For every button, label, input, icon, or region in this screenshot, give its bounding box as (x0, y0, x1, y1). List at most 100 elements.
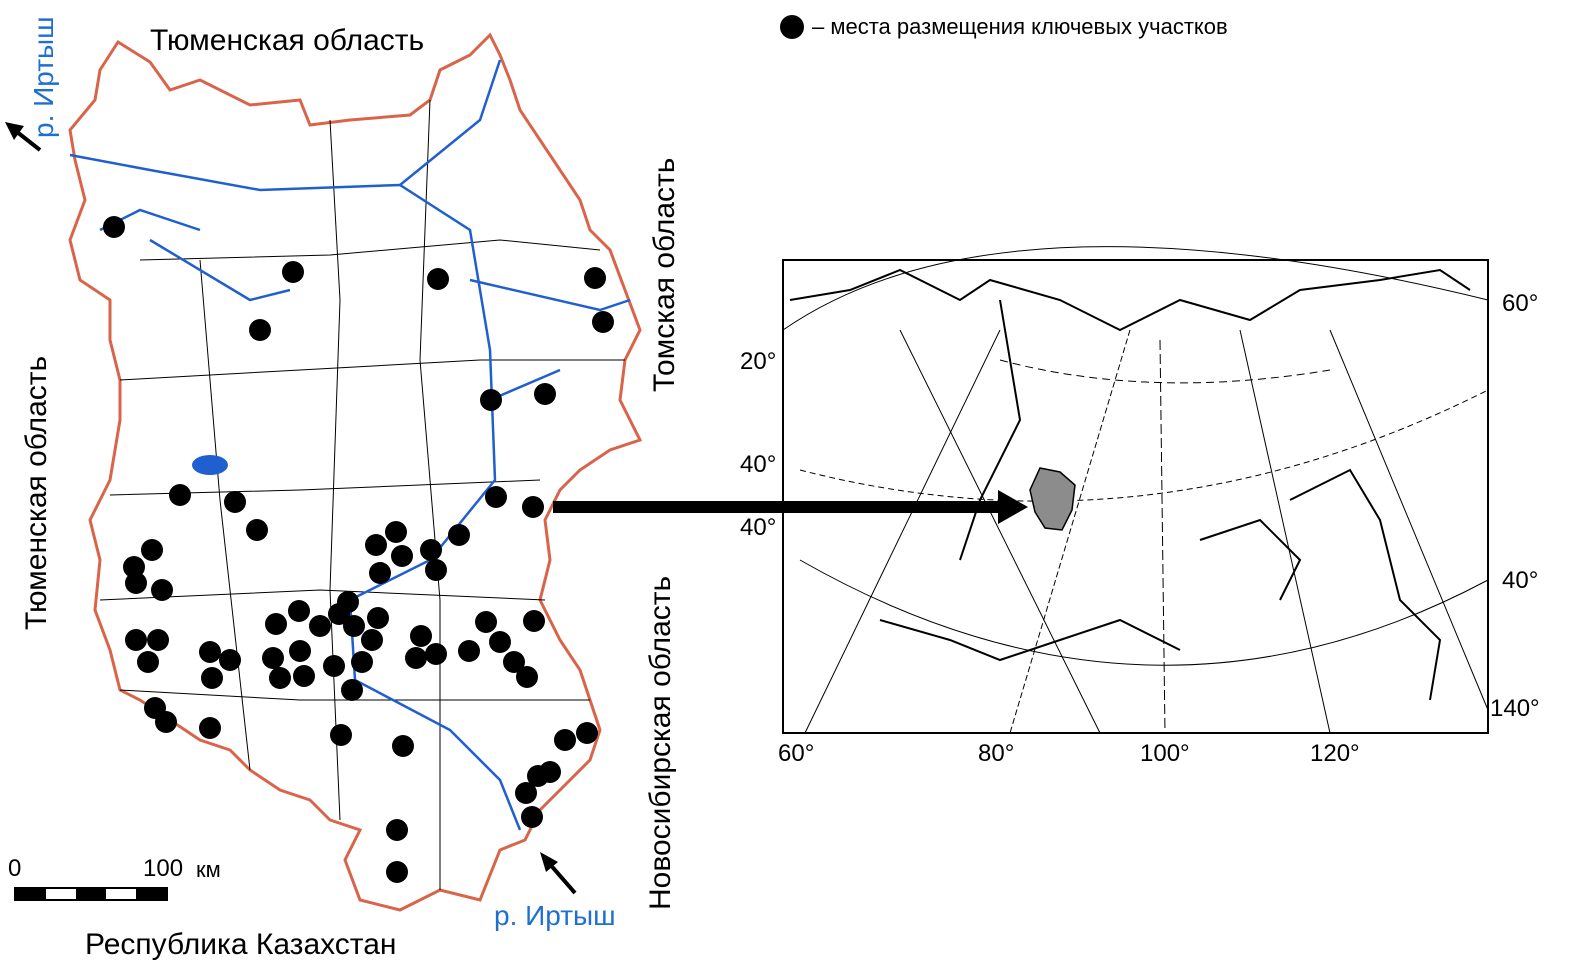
key-site-marker (137, 651, 159, 673)
graticule-line (804, 329, 1001, 734)
district-border (199, 259, 251, 771)
key-site-marker (224, 491, 246, 513)
label-tomsk: Томская область (648, 157, 681, 392)
inset-lat-right-1: 60° (1502, 290, 1539, 317)
key-site-marker (489, 631, 511, 653)
river (149, 238, 291, 302)
key-site-marker (516, 666, 538, 688)
graticule-line (1159, 339, 1166, 734)
key-site-marker (391, 545, 413, 567)
key-site-marker (576, 722, 598, 744)
key-site-marker (386, 861, 408, 883)
inset-lat-right-2: 40° (1502, 567, 1539, 594)
key-site-marker (480, 389, 502, 411)
key-site-marker (125, 629, 147, 651)
key-site-marker (343, 615, 365, 637)
coastline (1289, 468, 1442, 701)
inset-lat-left-2: 40° (740, 451, 777, 478)
scale-unit: км (196, 857, 221, 882)
graticule-line (799, 389, 1489, 502)
key-site-marker (265, 613, 287, 635)
key-site-marker (125, 572, 147, 594)
key-site-marker (385, 521, 407, 543)
key-site-marker (199, 641, 221, 663)
key-site-marker (219, 649, 241, 671)
scale-end: 100 (143, 855, 184, 882)
location-arrow (553, 501, 1001, 513)
key-site-marker (425, 643, 447, 665)
district-border (139, 239, 601, 261)
key-site-marker (282, 261, 304, 283)
key-site-marker (123, 556, 145, 578)
river (69, 153, 522, 831)
coastline (959, 299, 1022, 561)
arrow-head-icon (540, 852, 558, 872)
key-site-marker (539, 761, 561, 783)
key-site-marker (169, 484, 191, 506)
key-site-marker (522, 496, 544, 518)
inset-lon-bottom-1: 60° (778, 740, 815, 767)
label-tyumen-west: Тюменская область (20, 355, 53, 630)
key-site-marker (485, 486, 507, 508)
omsk-region-highlight (1029, 467, 1076, 531)
label-tyumen-north: Тюменская область (150, 24, 425, 57)
irtysh-south-arrow (546, 860, 577, 895)
key-site-marker (386, 819, 408, 841)
key-site-marker (249, 319, 271, 341)
key-site-marker (309, 615, 331, 637)
district-border (419, 99, 441, 890)
graticule-line (1329, 329, 1489, 711)
key-site-marker (405, 647, 427, 669)
key-site-marker (410, 625, 432, 647)
key-site-marker (367, 607, 389, 629)
key-site-marker (554, 729, 576, 751)
graticule-line (899, 329, 1101, 734)
arrow-head-icon (998, 490, 1028, 524)
river (399, 59, 502, 186)
graticule-line (1009, 329, 1131, 734)
legend: – места размещения ключевых участков (780, 14, 1228, 40)
key-site-marker (103, 216, 125, 238)
key-site-marker (503, 651, 525, 673)
coastline (879, 618, 1181, 662)
key-site-marker (448, 524, 470, 546)
label-kazakhstan: Республика Казахстан (85, 928, 397, 961)
key-site-marker (427, 268, 449, 290)
key-site-marker (289, 640, 311, 662)
inset-lat-left-1: 20° (740, 348, 777, 375)
omsk-region-map (5, 32, 643, 912)
key-site-marker (269, 667, 291, 689)
key-site-marker (341, 679, 363, 701)
key-site-marker (351, 651, 373, 673)
key-site-marker (515, 782, 537, 804)
inset-lat-left-3: 40° (740, 514, 777, 541)
key-site-marker (199, 717, 221, 739)
key-site-marker (369, 562, 391, 584)
legend-text: – места размещения ключевых участков (812, 14, 1228, 39)
scale-zero: 0 (8, 855, 22, 882)
key-site-marker (201, 667, 223, 689)
arrow-head-icon (5, 122, 24, 140)
key-site-marker (592, 311, 614, 333)
coastline (1199, 518, 1302, 601)
key-site-marker (330, 724, 352, 746)
legend-dot-icon (780, 15, 804, 39)
key-site-marker (323, 655, 345, 677)
key-site-marker (151, 579, 173, 601)
inset-lon-right-3: 140° (1490, 695, 1540, 722)
key-site-marker (147, 629, 169, 651)
key-site-marker (155, 711, 177, 733)
key-site-marker (458, 640, 480, 662)
key-site-marker (392, 735, 414, 757)
key-site-marker (475, 611, 497, 633)
key-site-marker (584, 267, 606, 289)
river (489, 368, 561, 402)
inset-lon-bottom-3: 100° (1140, 740, 1190, 767)
graticule-line (782, 246, 1489, 331)
label-irtysh-north: р. Иртыш (28, 16, 59, 138)
key-site-marker (328, 603, 350, 625)
district-border (329, 119, 341, 821)
key-site-marker (425, 559, 447, 581)
region-border (68, 32, 643, 912)
